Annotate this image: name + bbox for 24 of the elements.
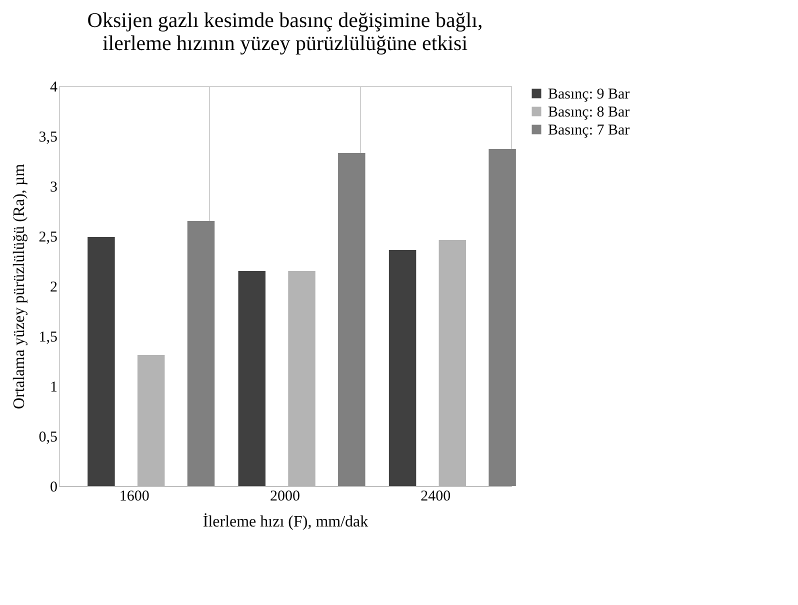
y-tick-label: 2	[50, 280, 58, 296]
y-tick-label: 4	[50, 80, 58, 96]
y-axis-title: Ortalama yüzey pürüzlülüğü (Ra), µm	[10, 163, 28, 410]
bar	[88, 237, 115, 486]
y-tick-label: 0,5	[38, 430, 58, 446]
bar	[488, 149, 516, 486]
legend-label: Basınç: 8 Bar	[548, 104, 630, 120]
y-tick-label: 3,5	[38, 130, 58, 146]
bar	[338, 153, 366, 486]
legend-label: Basınç: 7 Bar	[548, 122, 630, 138]
x-axis-title: İlerleme hızı (F), mm/dak	[202, 512, 368, 530]
x-tick-label: 1600	[119, 488, 150, 504]
chart-title: Oksijen gazlı kesimde basınç değişimine bağlı, ilerleme hızının yüzey pürüzlülüğüne etkisi	[87, 8, 483, 55]
y-tick-label: 1	[50, 380, 58, 396]
y-tick-label: 1,5	[38, 330, 58, 346]
y-tick-label: 2,5	[38, 230, 58, 246]
bar	[187, 221, 215, 486]
bar	[388, 250, 416, 486]
legend-label: Basınç: 9 Bar	[548, 86, 630, 102]
x-tick-label: 2400	[420, 488, 451, 504]
x-tick-label: 2000	[270, 488, 300, 504]
y-tick-label: 0	[50, 480, 58, 496]
y-tick-label: 3	[50, 180, 58, 196]
bar	[238, 271, 266, 486]
